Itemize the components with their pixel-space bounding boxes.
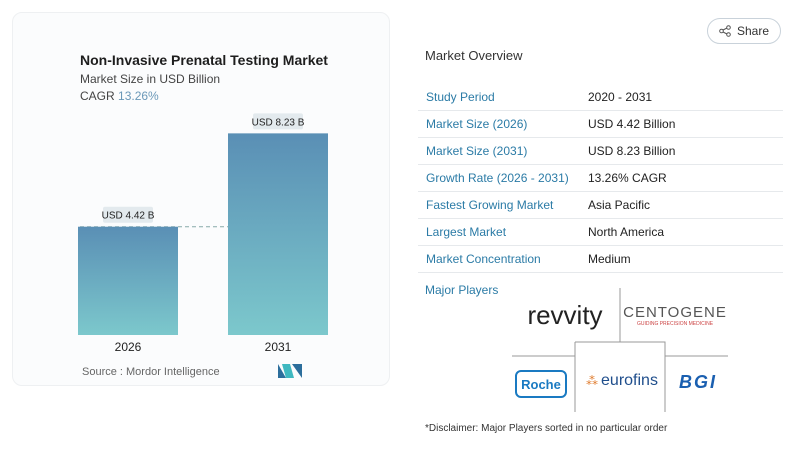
row-label: Largest Market bbox=[426, 225, 507, 239]
data-label: USD 4.42 B bbox=[102, 211, 155, 222]
overview-row: Study Period 2020 - 2031 bbox=[418, 84, 783, 111]
major-players-title: Major Players bbox=[425, 283, 499, 297]
overview-row: Market Size (2026) USD 4.42 Billion bbox=[418, 111, 783, 138]
overview-row: Market Concentration Medium bbox=[418, 246, 783, 273]
row-label: Market Size (2031) bbox=[426, 144, 528, 158]
row-label: Fastest Growing Market bbox=[426, 198, 554, 212]
row-label: Market Size (2026) bbox=[426, 117, 528, 131]
row-value: Asia Pacific bbox=[588, 198, 651, 212]
row-value: 2020 - 2031 bbox=[588, 90, 653, 104]
disclaimer: *Disclaimer: Major Players sorted in no … bbox=[425, 423, 668, 434]
cagr-label: CAGR bbox=[80, 89, 115, 103]
data-label: USD 8.23 B bbox=[252, 117, 305, 128]
bar-2026 bbox=[78, 226, 178, 335]
share-icon bbox=[719, 25, 731, 37]
x-tick-label: 2026 bbox=[115, 340, 142, 354]
overview-row: Growth Rate (2026 - 2031) 13.26% CAGR bbox=[418, 165, 783, 192]
x-tick-label: 2031 bbox=[265, 340, 292, 354]
data-label-bg bbox=[103, 206, 153, 223]
row-value: North America bbox=[588, 225, 665, 239]
row-value: 13.26% CAGR bbox=[588, 171, 667, 185]
mordor-logo-icon bbox=[278, 364, 302, 378]
eurofins-logo: ⁂ eurofins bbox=[586, 372, 658, 389]
share-label: Share bbox=[736, 24, 770, 38]
bar-2031 bbox=[228, 133, 328, 335]
cagr-value: 13.26% bbox=[118, 89, 159, 103]
overview-row: Largest Market North America bbox=[418, 219, 783, 246]
revvity-logo: revvity bbox=[527, 299, 603, 330]
row-label: Study Period bbox=[426, 90, 495, 104]
row-value: Medium bbox=[588, 252, 631, 266]
overview-row: Market Size (2031) USD 8.23 Billion bbox=[418, 138, 783, 165]
bar-chart: USD 4.42 B 2026 USD 8.23 B 2031 bbox=[78, 113, 328, 354]
bgi-logo: BGI bbox=[678, 371, 717, 392]
row-label: Growth Rate (2026 - 2031) bbox=[426, 171, 569, 185]
row-label: Market Concentration bbox=[426, 252, 541, 266]
share-button[interactable]: Share bbox=[707, 18, 781, 44]
row-value: USD 8.23 Billion bbox=[588, 144, 676, 158]
chart-title: Non-Invasive Prenatal Testing Market bbox=[80, 52, 328, 68]
centogene-logo: CENTOGENE bbox=[623, 303, 727, 321]
roche-logo: Roche bbox=[515, 370, 567, 398]
data-label-bg bbox=[253, 113, 303, 130]
overview-title: Market Overview bbox=[425, 48, 523, 63]
overview-row: Fastest Growing Market Asia Pacific bbox=[418, 192, 783, 219]
row-value: USD 4.42 Billion bbox=[588, 117, 676, 131]
cagr: CAGR 13.26% bbox=[80, 89, 159, 103]
source: Source : Mordor Intelligence bbox=[82, 366, 220, 378]
centogene-tagline: GUIDING PRECISION MEDICINE bbox=[636, 321, 714, 327]
chart-subtitle: Market Size in USD Billion bbox=[80, 72, 221, 86]
